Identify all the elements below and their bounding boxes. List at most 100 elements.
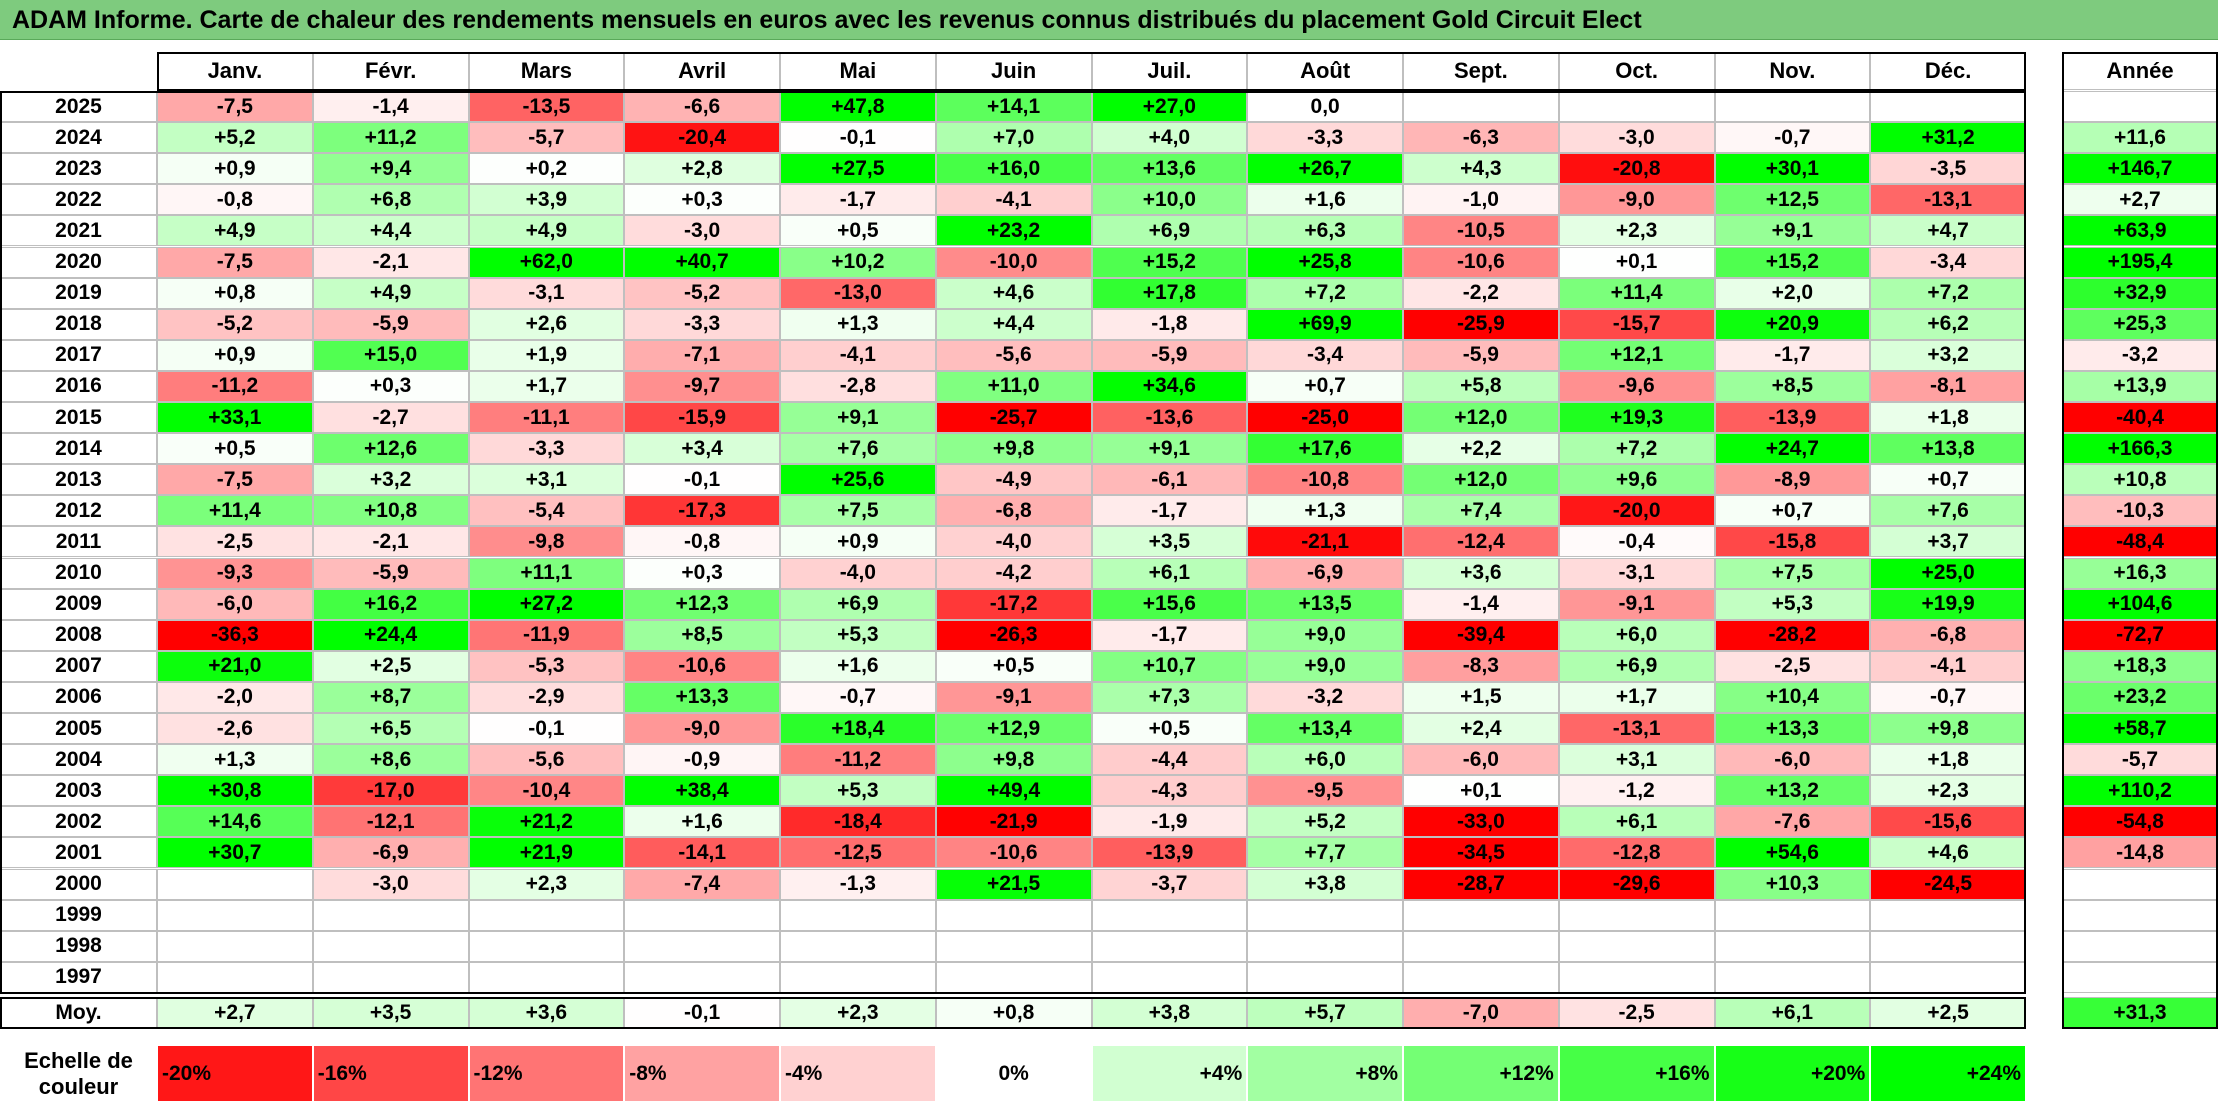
heatmap-cell: +6,1 (1558, 806, 1715, 838)
heatmap-cell: +0,2 (468, 153, 625, 185)
heatmap-cell: -8,3 (1403, 650, 1559, 682)
year-label: 2002 (0, 806, 157, 838)
heatmap-cell: -3,3 (1247, 122, 1403, 154)
heatmap-cell: +14,1 (935, 91, 1092, 123)
heatmap-cell (1558, 91, 1715, 123)
heatmap-cell (1091, 899, 1248, 931)
heatmap-cell: -3,4 (1870, 246, 2026, 278)
month-header: Juin (935, 52, 1092, 90)
heatmap-cell: +13,4 (1247, 713, 1403, 745)
heatmap-cell: -5,6 (935, 339, 1092, 371)
heatmap-cell: +25,8 (1247, 246, 1403, 278)
heatmap-cell: +49,4 (935, 775, 1092, 807)
heatmap-cell (1870, 961, 2026, 993)
heatmap-cell: +6,9 (1558, 650, 1715, 682)
year-label: 2007 (0, 650, 157, 682)
heatmap-cell (935, 899, 1092, 931)
heatmap-cell: +0,5 (1091, 713, 1248, 745)
heatmap-cell: +3,9 (468, 184, 625, 216)
year-label: 2014 (0, 433, 157, 465)
heatmap-cell (935, 930, 1092, 962)
heatmap-cell: +10,8 (312, 495, 469, 527)
heatmap-cell: -1,7 (780, 184, 936, 216)
average-cell: +3,5 (312, 997, 469, 1029)
heatmap-cell: +15,6 (1091, 588, 1248, 620)
heatmap-cell: +0,7 (1247, 370, 1403, 402)
year-column-header: Année (2062, 52, 2218, 90)
heatmap-cell: -7,4 (624, 868, 780, 900)
heatmap-cell: +4,9 (157, 215, 313, 247)
heatmap-cell: -13,9 (1714, 402, 1871, 434)
annual-cell: +63,9 (2062, 215, 2218, 247)
heatmap-cell: -4,2 (935, 557, 1092, 589)
heatmap-cell: +9,4 (312, 153, 469, 185)
heatmap-cell: -9,1 (1558, 588, 1715, 620)
color-scale-step: -12% (468, 1045, 625, 1102)
heatmap-cell: +4,9 (468, 215, 625, 247)
month-header: Juil. (1091, 52, 1248, 90)
heatmap-cell: -11,1 (468, 402, 625, 434)
year-label: 2001 (0, 837, 157, 869)
heatmap-cell: -0,7 (1714, 122, 1871, 154)
heatmap-cell: -17,2 (935, 588, 1092, 620)
color-scale-step: -8% (624, 1045, 780, 1102)
color-scale-step: +20% (1714, 1045, 1871, 1102)
heatmap-cell: +19,3 (1558, 402, 1715, 434)
annual-cell: -48,4 (2062, 526, 2218, 558)
heatmap-cell (1870, 899, 2026, 931)
year-label: 2008 (0, 619, 157, 651)
heatmap-cell: +1,8 (1870, 744, 2026, 776)
heatmap-cell: -10,6 (935, 837, 1092, 869)
heatmap-cell: +2,3 (1870, 775, 2026, 807)
heatmap-cell: +3,6 (1403, 557, 1559, 589)
heatmap-cell: -13,9 (1091, 837, 1248, 869)
heatmap-cell: +24,7 (1714, 433, 1871, 465)
heatmap-cell: +3,4 (624, 433, 780, 465)
heatmap-cell: +6,5 (312, 713, 469, 745)
heatmap-cell: +0,1 (1558, 246, 1715, 278)
color-scale-step: +16% (1558, 1045, 1715, 1102)
heatmap-cell: -5,4 (468, 495, 625, 527)
chart-title: ADAM Informe. Carte de chaleur des rende… (12, 6, 1642, 34)
heatmap-cell (157, 899, 313, 931)
heatmap-cell: -2,7 (312, 402, 469, 434)
heatmap-cell: -7,5 (157, 91, 313, 123)
annual-cell: +13,9 (2062, 370, 2218, 402)
heatmap-cell: -9,5 (1247, 775, 1403, 807)
heatmap-cell: -0,8 (157, 184, 313, 216)
heatmap-cell: -21,1 (1247, 526, 1403, 558)
heatmap-cell: +2,3 (1558, 215, 1715, 247)
heatmap-cell (157, 961, 313, 993)
heatmap-cell: +6,9 (1091, 215, 1248, 247)
heatmap-cell: -8,1 (1870, 370, 2026, 402)
heatmap-cell: -4,0 (935, 526, 1092, 558)
heatmap-cell: +15,0 (312, 339, 469, 371)
heatmap-cell: +8,5 (624, 619, 780, 651)
heatmap-cell: +7,4 (1403, 495, 1559, 527)
heatmap-cell: +1,3 (780, 308, 936, 340)
heatmap-cell: -33,0 (1403, 806, 1559, 838)
heatmap-cell: +12,5 (1714, 184, 1871, 216)
year-label: 2019 (0, 277, 157, 309)
average-cell: +2,5 (1870, 997, 2026, 1029)
heatmap-cell (1247, 961, 1403, 993)
month-header: Nov. (1714, 52, 1871, 90)
heatmap-cell: +1,9 (468, 339, 625, 371)
heatmap-cell: -1,9 (1091, 806, 1248, 838)
heatmap-cell: +0,3 (312, 370, 469, 402)
heatmap-cell: -7,6 (1714, 806, 1871, 838)
heatmap-cell: -24,5 (1870, 868, 2026, 900)
heatmap-cell: +25,6 (780, 464, 936, 496)
heatmap-cell: +7,6 (780, 433, 936, 465)
month-header: Févr. (312, 52, 469, 90)
heatmap-cell: -28,2 (1714, 619, 1871, 651)
heatmap-cell: +34,6 (1091, 370, 1248, 402)
average-cell: +2,7 (157, 997, 313, 1029)
heatmap-cell: +27,5 (780, 153, 936, 185)
heatmap-cell: +0,3 (624, 184, 780, 216)
heatmap-cell: -26,3 (935, 619, 1092, 651)
heatmap-cell (1403, 899, 1559, 931)
heatmap-cell (157, 868, 313, 900)
heatmap-cell: +3,7 (1870, 526, 2026, 558)
heatmap-cell: +7,2 (1870, 277, 2026, 309)
